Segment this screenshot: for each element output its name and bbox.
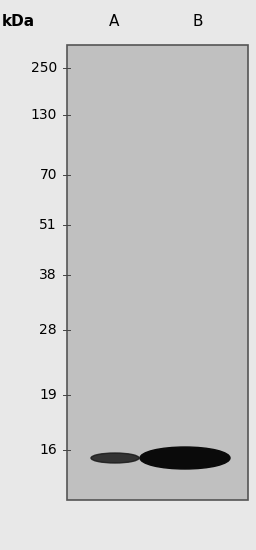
Ellipse shape	[140, 447, 230, 469]
Text: kDa: kDa	[2, 14, 35, 30]
Text: 19: 19	[39, 388, 57, 402]
Ellipse shape	[91, 453, 139, 463]
Text: 250: 250	[31, 61, 57, 75]
FancyBboxPatch shape	[67, 45, 248, 500]
Text: 51: 51	[39, 218, 57, 232]
Text: A: A	[109, 14, 119, 30]
Text: 28: 28	[39, 323, 57, 337]
Text: 70: 70	[39, 168, 57, 182]
Text: B: B	[192, 14, 202, 30]
Text: 130: 130	[31, 108, 57, 122]
Text: 38: 38	[39, 268, 57, 282]
Text: 16: 16	[39, 443, 57, 457]
